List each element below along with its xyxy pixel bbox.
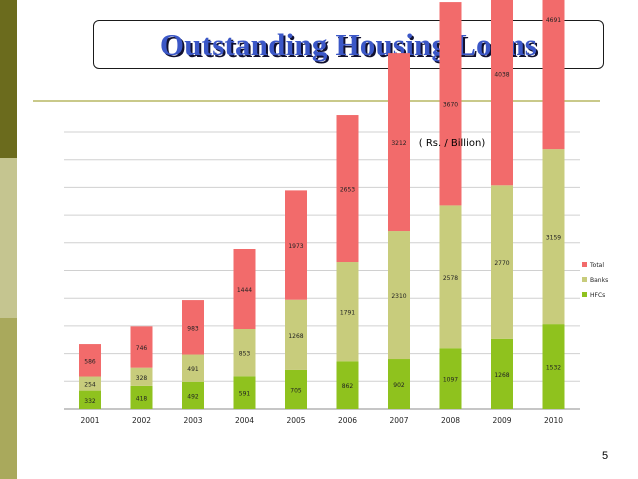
- data-label-total-2010: 4691: [546, 17, 561, 24]
- data-label-banks-2009: 2770: [494, 260, 509, 267]
- data-label-banks-2004: 853: [239, 351, 251, 358]
- x-tick-label: 2005: [286, 416, 305, 425]
- data-label-hfcs-2005: 705: [290, 387, 302, 394]
- bar-hfcs-2008: [439, 348, 462, 409]
- data-label-total-2002: 746: [136, 345, 148, 352]
- bar-hfcs-2007: [388, 359, 410, 409]
- bar-total-2007: [388, 53, 410, 232]
- bar-banks-2004: [233, 329, 256, 377]
- bar-banks-2007: [388, 231, 410, 360]
- chart-units-title: ( Rs. / Billion): [419, 138, 486, 149]
- data-label-total-2001: 586: [84, 358, 96, 365]
- bar-banks-2009: [491, 185, 513, 339]
- legend-label-total: Total: [589, 262, 604, 269]
- data-label-total-2008: 3670: [443, 102, 458, 109]
- bar-total-2003: [182, 300, 204, 355]
- data-labels: 332 254 586 418 328 746 492 491 983 591 853 1444 705…: [84, 17, 561, 405]
- data-label-banks-2006: 1791: [340, 310, 355, 317]
- data-label-banks-2001: 254: [84, 382, 96, 389]
- data-label-hfcs-2004: 591: [239, 391, 251, 398]
- bar-hfcs-2009: [491, 338, 513, 409]
- data-label-total-2003: 983: [187, 325, 199, 332]
- data-label-hfcs-2003: 492: [187, 393, 199, 400]
- bar-total-2005: [285, 190, 307, 300]
- data-label-total-2004: 1444: [237, 287, 252, 294]
- bar-banks-2001: [79, 376, 101, 391]
- data-label-hfcs-2008: 1097: [443, 377, 458, 384]
- slide-title: Outstanding Housing Loans: [159, 26, 538, 62]
- data-label-banks-2010: 3159: [546, 235, 561, 242]
- x-tick-label: 2009: [492, 416, 511, 425]
- bar-hfcs-2004: [233, 376, 256, 409]
- side-stripe-bottom: [0, 318, 17, 479]
- bar-banks-2005: [285, 299, 307, 370]
- bar-hfcs-2006: [336, 361, 359, 409]
- data-label-hfcs-2010: 1532: [546, 365, 561, 372]
- bar-banks-2006: [336, 262, 359, 362]
- x-tick-label: 2010: [544, 416, 563, 425]
- bar-banks-2010: [542, 149, 565, 325]
- legend-label-hfcs: HFCs: [590, 292, 605, 299]
- data-label-hfcs-2007: 902: [393, 382, 405, 389]
- data-label-hfcs-2006: 862: [342, 383, 354, 390]
- data-label-total-2007: 3212: [391, 140, 406, 147]
- side-stripe-middle: [0, 158, 17, 318]
- bar-total-2008: [439, 2, 462, 206]
- side-stripe-top: [0, 0, 17, 158]
- x-tick-label: 2002: [132, 416, 151, 425]
- bar-hfcs-2003: [182, 381, 204, 409]
- bar-hfcs-2010: [542, 324, 565, 409]
- data-label-banks-2007: 2310: [391, 293, 406, 300]
- bar-banks-2002: [130, 367, 153, 386]
- data-label-banks-2005: 1268: [288, 333, 303, 340]
- bars: [79, 0, 565, 409]
- legend: Total Banks HFCs: [582, 262, 608, 299]
- data-label-banks-2003: 491: [187, 366, 199, 373]
- data-label-banks-2008: 2578: [443, 275, 458, 282]
- title-divider: [33, 100, 600, 102]
- bar-total-2002: [130, 326, 153, 368]
- legend-label-banks: Banks: [590, 277, 608, 284]
- x-tick-label: 2008: [441, 416, 460, 425]
- legend-swatch-total: [582, 262, 587, 267]
- bar-total-2009: [491, 0, 513, 186]
- x-tick-label: 2006: [338, 416, 357, 425]
- data-label-hfcs-2001: 332: [84, 398, 96, 405]
- x-tick-label: 2007: [389, 416, 408, 425]
- x-tick-label: 2003: [183, 416, 202, 425]
- bar-total-2006: [336, 115, 359, 263]
- legend-swatch-banks: [582, 277, 587, 282]
- page-number: 5: [602, 450, 609, 462]
- data-label-hfcs-2009: 1268: [494, 372, 509, 379]
- title-box: Outstanding Housing Loans: [93, 20, 604, 69]
- x-axis: 2001 2002 2003 2004 2005 2006 2007 2008 2009 2010: [80, 416, 563, 425]
- bar-total-2004: [233, 249, 256, 330]
- data-label-hfcs-2002: 418: [136, 395, 148, 402]
- bar-hfcs-2005: [285, 369, 307, 409]
- bar-hfcs-2002: [130, 385, 153, 409]
- data-label-total-2005: 1973: [288, 243, 303, 250]
- legend-swatch-hfcs: [582, 292, 587, 297]
- data-label-total-2009: 4038: [494, 71, 509, 78]
- x-tick-label: 2001: [80, 416, 99, 425]
- bar-banks-2003: [182, 354, 204, 382]
- bar-total-2001: [79, 344, 101, 377]
- bar-total-2010: [542, 0, 565, 150]
- bar-hfcs-2001: [79, 390, 101, 409]
- data-label-total-2006: 2653: [340, 187, 355, 194]
- x-tick-label: 2004: [235, 416, 254, 425]
- bar-banks-2008: [439, 205, 462, 349]
- data-label-banks-2002: 328: [136, 375, 148, 382]
